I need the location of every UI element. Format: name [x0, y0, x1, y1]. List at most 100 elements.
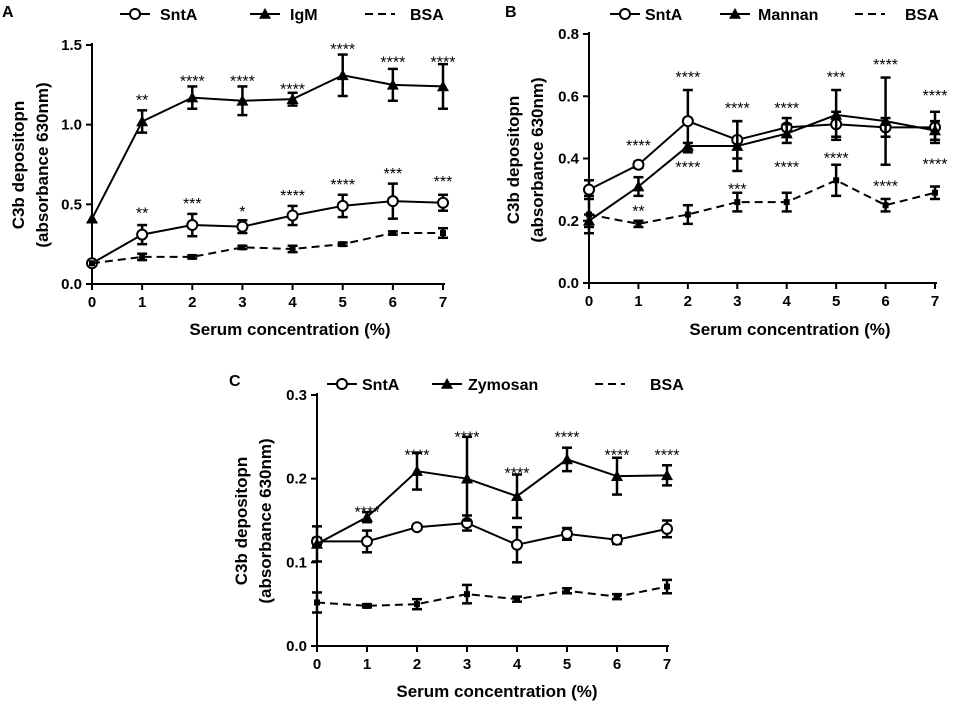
y-axis-title-line2: (absorbance 630nm) [528, 77, 547, 242]
series-line [588, 179, 936, 225]
legend-item-snta: SntA [610, 7, 683, 24]
panel-c: 0.0 0.1 0.2 0.3 0 1 2 3 4 5 6 7 Serum concentration … [232, 377, 684, 701]
series-zymosan [311, 435, 673, 563]
significance-label: **** [873, 57, 898, 74]
data-point [614, 593, 620, 600]
data-point [932, 189, 938, 196]
series-line [91, 200, 444, 265]
data-point [414, 601, 420, 608]
x-tick-label: 2 [413, 656, 421, 673]
legend-marker [441, 378, 453, 389]
legend-item-bsa: BSA [595, 377, 684, 394]
x-tick-label: 4 [513, 656, 522, 673]
data-point [239, 244, 246, 251]
series-snta [311, 514, 673, 564]
data-point [684, 211, 691, 218]
data-point [780, 127, 793, 139]
legend-marker [129, 8, 141, 20]
series-line [91, 232, 443, 265]
x-axis-title: Serum concentration (%) [396, 682, 597, 701]
legend-label: BSA [905, 7, 939, 24]
x-tick-label: 0 [313, 656, 321, 673]
data-point [89, 260, 95, 267]
legend-label: SntA [160, 7, 198, 24]
data-point [734, 199, 741, 206]
data-point [564, 587, 570, 594]
series-line [588, 113, 936, 222]
series-bsa [584, 163, 940, 235]
data-point [386, 78, 399, 90]
significance-label: **** [230, 73, 255, 90]
data-point [411, 465, 423, 476]
y-tick-label: 0.3 [286, 387, 307, 404]
data-point [879, 115, 892, 126]
data-point [286, 209, 299, 222]
significance-label: *** [434, 174, 453, 191]
x-tick-label: 1 [363, 656, 371, 673]
significance-label: **** [180, 73, 205, 90]
legend-item-bsa: BSA [855, 7, 939, 24]
data-point [336, 69, 349, 81]
legend-marker [729, 8, 741, 19]
data-point [611, 533, 623, 546]
x-tick-label: 4 [783, 293, 792, 310]
data-point [635, 220, 642, 227]
x-tick-label: 1 [634, 293, 642, 310]
significance-label: **** [555, 429, 580, 446]
y-tick-label: 0.4 [558, 151, 580, 168]
data-point [361, 511, 373, 522]
x-tick-label: 6 [613, 656, 621, 673]
x-tick-label: 6 [881, 293, 889, 310]
y-tick-label: 0.5 [61, 196, 82, 213]
legend-marker [259, 8, 271, 19]
x-tick-label: 1 [138, 294, 146, 311]
data-point [440, 230, 446, 237]
data-point [86, 212, 98, 224]
significance-label: **** [725, 101, 750, 118]
significance-label: *** [183, 196, 202, 213]
y-tick-label: 0.8 [558, 26, 579, 43]
data-point [361, 535, 373, 548]
significance-label: **** [675, 69, 700, 86]
series-line [317, 521, 668, 546]
y-tick-label: 0.0 [286, 638, 307, 655]
significance-label: ** [136, 93, 148, 110]
y-axis-title-line2: (absorbance 630nm) [256, 438, 275, 603]
x-tick-label: 4 [288, 294, 297, 311]
x-tick-label: 7 [663, 656, 671, 673]
data-point [461, 472, 473, 484]
x-tick-label: 5 [832, 293, 840, 310]
y-tick-label: 1.5 [61, 37, 82, 54]
y-axis-title: C3b depositopn [504, 96, 523, 224]
data-point [186, 91, 199, 103]
series-line [91, 74, 444, 220]
legend-marker [336, 378, 348, 390]
data-point [364, 602, 370, 609]
panel-label-b: B [505, 4, 517, 21]
y-tick-label: 1.0 [61, 117, 82, 134]
y-axis-title: C3b depositopn [9, 101, 28, 229]
legend-item-zymosan: Zymosan [432, 377, 538, 394]
data-point [136, 115, 149, 127]
significance-label: **** [380, 54, 405, 71]
significance-label: **** [605, 448, 630, 465]
data-point [783, 199, 790, 206]
series-bsa [89, 226, 448, 267]
y-axis-title-line2: (absorbance 630nm) [33, 82, 52, 247]
data-point [339, 241, 346, 248]
y-axis-title: C3b depositopn [232, 457, 251, 585]
legend-label: BSA [650, 377, 684, 394]
y-tick-label: 0.0 [61, 276, 82, 293]
x-tick-label: 3 [238, 294, 246, 311]
data-point [929, 124, 941, 136]
significance-label: * [239, 204, 245, 221]
data-point [511, 490, 523, 502]
data-point [411, 521, 423, 534]
significance-label: **** [355, 505, 380, 522]
significance-label: **** [431, 54, 456, 71]
legend-label: IgM [290, 7, 318, 24]
data-point [289, 245, 296, 252]
x-tick-label: 3 [463, 656, 471, 673]
significance-label: **** [824, 150, 849, 167]
